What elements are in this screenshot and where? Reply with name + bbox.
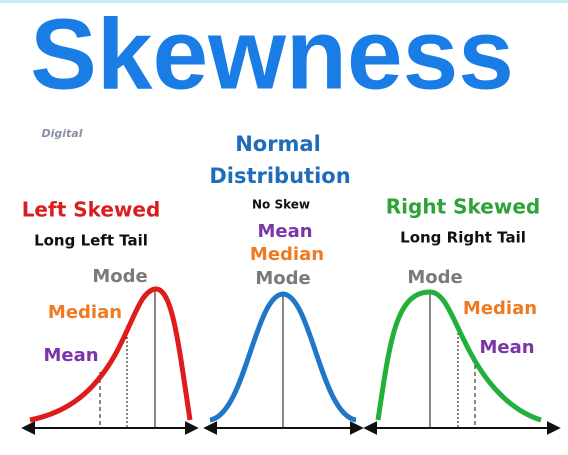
panel-heading: Normal xyxy=(235,132,321,156)
top-strip xyxy=(0,0,568,3)
title: Skewness xyxy=(30,0,514,110)
left-skew-curve xyxy=(29,286,193,423)
mean-label: Mean xyxy=(257,221,312,242)
mean-label: Mean xyxy=(43,345,98,366)
normal-curve xyxy=(209,291,357,423)
mode-label: Mode xyxy=(92,266,147,287)
panel-heading: Distribution xyxy=(209,164,350,188)
median-label: Median xyxy=(250,244,324,265)
panel-heading: Left Skewed xyxy=(22,198,161,222)
panel-heading: Right Skewed xyxy=(386,195,540,219)
median-label: Median xyxy=(48,302,122,323)
mode-label: Mode xyxy=(407,267,462,288)
mode-label: Mode xyxy=(255,268,310,289)
mean-label: Mean xyxy=(479,337,534,358)
panel-subheading: Long Left Tail xyxy=(34,232,148,250)
panel-subheading: Long Right Tail xyxy=(400,229,526,247)
median-label: Median xyxy=(463,298,537,319)
panel-subheading: No Skew xyxy=(252,198,310,212)
right-skew-curve xyxy=(375,289,542,423)
logo: Digital xyxy=(42,127,83,140)
